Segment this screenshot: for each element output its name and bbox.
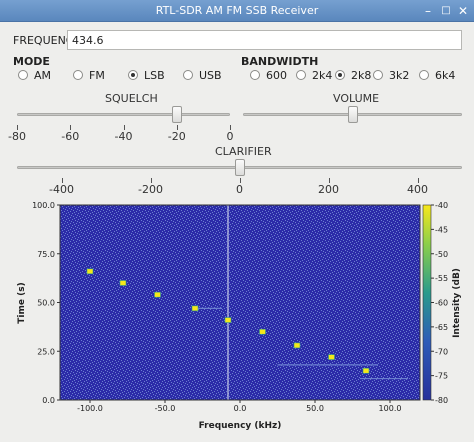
- x-tick-label: 100.0: [379, 404, 402, 413]
- squelch-tick-label: -40: [114, 130, 133, 143]
- frequency-input[interactable]: [67, 30, 462, 50]
- colorbar-tick-label: -65: [435, 323, 448, 332]
- squelch-tick: [17, 125, 18, 130]
- volume-handle[interactable]: [347, 106, 358, 123]
- clarifier-tick: [239, 178, 241, 183]
- bandwidth-radio-2k4[interactable]: 2k4: [296, 68, 332, 82]
- radio-indicator[interactable]: [419, 70, 429, 80]
- title-bar: RTL-SDR AM FM SSB Receiver – □ ✕: [0, 0, 474, 22]
- mode-option-label: FM: [89, 68, 105, 82]
- mode-radio-am[interactable]: AM: [18, 68, 51, 82]
- squelch-tick: [230, 125, 231, 130]
- signal-point: [191, 305, 199, 312]
- colorbar-tick-label: -75: [435, 372, 448, 381]
- bandwidth-option-label: 3k2: [389, 68, 410, 82]
- mode-radio-fm[interactable]: FM: [73, 68, 105, 82]
- squelch-tick: [123, 125, 125, 130]
- mode-option-label: LSB: [144, 68, 165, 82]
- bandwidth-option-label: 600: [266, 68, 287, 82]
- bandwidth-radio-3k2[interactable]: 3k2: [373, 68, 409, 82]
- clarifier-tick: [417, 178, 419, 183]
- squelch-tick: [70, 125, 72, 130]
- y-tick-label: 0.0: [42, 396, 55, 405]
- x-axis-label: Frequency (kHz): [199, 421, 282, 431]
- bandwidth-radio-600[interactable]: 600: [250, 68, 287, 82]
- clarifier-tick-label: -400: [49, 183, 74, 196]
- colorbar-label: Intensity (dB): [452, 268, 462, 338]
- squelch-tick-label: -60: [61, 130, 80, 143]
- y-tick-label: 100.0: [32, 201, 55, 210]
- clarifier-handle[interactable]: [234, 159, 245, 176]
- signal-point: [86, 268, 94, 275]
- heatmap-area: [60, 205, 420, 400]
- squelch-tick-label: -80: [8, 130, 26, 143]
- colorbar-tick-label: -55: [435, 274, 448, 283]
- radio-indicator[interactable]: [250, 70, 260, 80]
- colorbar-tick-label: -60: [435, 299, 448, 308]
- colorbar-tick-label: -50: [435, 250, 448, 259]
- mode-option-label: AM: [34, 68, 52, 82]
- colorbar: [422, 204, 432, 401]
- clarifier-tick-label: 200: [318, 183, 339, 196]
- signal-point: [293, 342, 301, 349]
- maximize-icon[interactable]: □: [441, 5, 451, 16]
- colorbar-tick-label: -45: [435, 225, 448, 234]
- signal-point: [224, 317, 232, 323]
- bandwidth-option-label: 2k4: [312, 68, 333, 82]
- signal-point: [362, 367, 370, 374]
- bandwidth-option-label: 2k8: [351, 68, 372, 82]
- squelch-tick: [176, 125, 178, 130]
- volume-label: VOLUME: [333, 92, 380, 105]
- radio-indicator[interactable]: [373, 70, 383, 80]
- signal-point: [328, 354, 335, 360]
- colorbar-tick-label: -40: [435, 201, 448, 210]
- minimize-icon[interactable]: –: [425, 4, 431, 18]
- bandwidth-radio-6k4[interactable]: 6k4: [419, 68, 455, 82]
- radio-indicator[interactable]: [296, 70, 306, 80]
- signal-point: [154, 291, 161, 298]
- squelch-tick-label: -20: [167, 130, 186, 143]
- bandwidth-title: BANDWIDTH: [241, 55, 319, 68]
- y-tick-label: 25.0: [37, 347, 55, 356]
- mode-radio-usb[interactable]: USB: [183, 68, 222, 82]
- clarifier-tick: [61, 178, 63, 183]
- clarifier-tick: [328, 178, 330, 183]
- signal-point: [119, 280, 127, 286]
- spectrogram-chart: -100.0 -50.0 0.0 50.0 100.0 0.0 25.0 50.0 75.0 1…: [17, 201, 462, 431]
- mode-option-label: USB: [199, 68, 222, 82]
- x-tick-label: -100.0: [77, 404, 103, 413]
- x-tick-label: 0.0: [234, 404, 247, 413]
- signal-point: [259, 328, 266, 335]
- x-tick-label: -50.0: [155, 404, 176, 413]
- radio-indicator[interactable]: [128, 70, 138, 80]
- clarifier-tick-label: -200: [138, 183, 163, 196]
- clarifier-tick: [150, 178, 152, 183]
- squelch-slider[interactable]: [17, 113, 230, 116]
- y-tick-label: 50.0: [37, 299, 55, 308]
- clarifier-tick-label: 0: [236, 183, 243, 196]
- radio-indicator[interactable]: [335, 70, 345, 80]
- radio-indicator[interactable]: [18, 70, 28, 80]
- radio-indicator[interactable]: [183, 70, 193, 80]
- bandwidth-radio-2k8[interactable]: 2k8: [335, 68, 371, 82]
- colorbar-tick-label: -70: [435, 347, 448, 356]
- squelch-label: SQUELCH: [105, 92, 158, 105]
- clarifier-tick-label: 400: [407, 183, 428, 196]
- mode-title: MODE: [13, 55, 50, 68]
- mode-radio-lsb[interactable]: LSB: [128, 68, 165, 82]
- window-title: RTL-SDR AM FM SSB Receiver: [155, 4, 319, 17]
- squelch-tick-label: 0: [226, 130, 234, 143]
- colorbar-tick-label: -80: [435, 396, 448, 405]
- x-tick-label: 50.0: [306, 404, 324, 413]
- squelch-handle[interactable]: [171, 106, 182, 123]
- y-tick-label: 75.0: [37, 250, 55, 259]
- bandwidth-option-label: 6k4: [435, 68, 456, 82]
- y-axis-label: Time (s): [17, 282, 27, 323]
- frequency-label: FREQUENCY:: [13, 34, 83, 47]
- radio-indicator[interactable]: [73, 70, 83, 80]
- close-icon[interactable]: ✕: [457, 4, 469, 18]
- clarifier-label: CLARIFIER: [215, 145, 272, 158]
